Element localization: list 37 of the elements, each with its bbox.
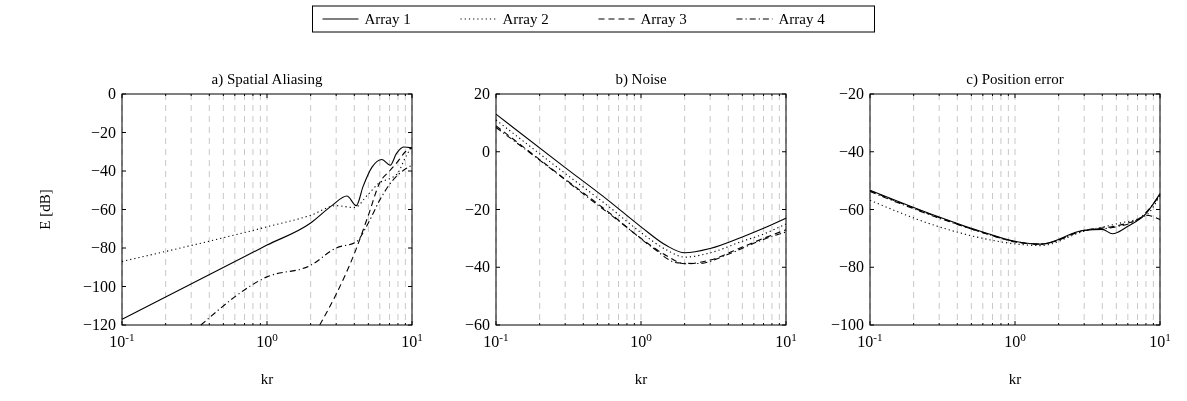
x-tick-label: 10$^{-1}$ [109,331,135,350]
x-tick-label: 10$^{1}$ [775,331,797,350]
x-axis-title: kr [1008,371,1022,387]
y-tick-label: −20 [90,123,116,141]
x-tick-label: 10$^{-1}$ [483,331,509,350]
y-tick-label: −40 [464,258,490,276]
x-tick-label: 10$^{0}$ [256,331,279,350]
y-tick-label: −100 [82,277,116,295]
x-tick-label: 10$^{0}$ [1004,331,1027,350]
y-tick-label: −80 [838,258,864,276]
y-tick-label: 0 [108,85,116,102]
legend-label: Array 4 [778,11,826,27]
x-axis-title: kr [634,371,648,387]
y-tick-label: −40 [90,162,116,179]
y-tick-label: −60 [464,316,490,333]
y-tick-label: −20 [464,200,490,218]
x-tick-label: 10$^{1}$ [1149,331,1171,350]
y-tick-label: −100 [830,316,864,333]
y-tick-label: −40 [838,142,864,160]
y-tick-label: −60 [838,200,864,218]
chart-title: c) Position error [966,71,1064,88]
y-tick-label: −80 [90,239,116,256]
x-tick-label: 10$^{1}$ [401,331,423,350]
y-tick-label: −120 [82,316,116,333]
legend-label: Array 3 [640,11,687,27]
legend-label: Array 2 [502,11,549,27]
x-tick-label: 10$^{-1}$ [857,331,883,350]
x-axis-title: kr [260,371,274,387]
chart-title: a) Spatial Aliasing [211,71,323,88]
x-tick-label: 10$^{0}$ [630,331,653,350]
legend-label: Array 1 [364,11,411,27]
y-tick-label: −20 [838,85,864,102]
chart-title: b) Noise [615,71,667,88]
y-axis-title: E [dB] [37,189,53,230]
y-tick-label: −60 [90,200,116,218]
y-tick-label: 0 [482,142,490,160]
y-tick-label: 20 [474,85,490,102]
